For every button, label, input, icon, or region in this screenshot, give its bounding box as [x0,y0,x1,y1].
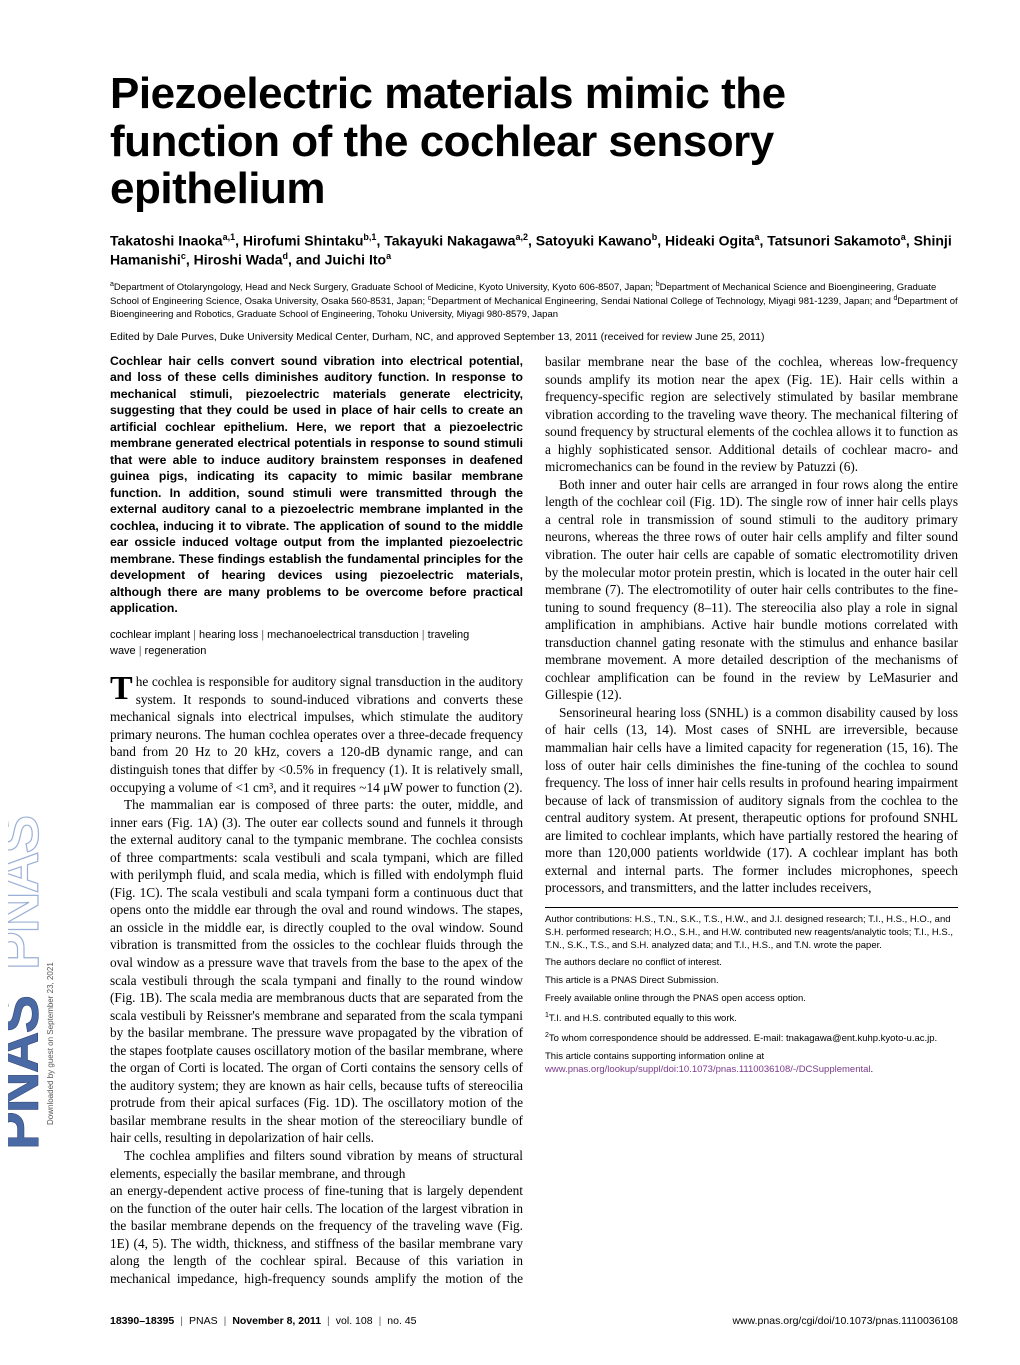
fn-text: T.I. and H.S. contributed equally to thi… [549,1013,737,1024]
fn-text: To whom correspondence should be address… [549,1033,937,1044]
two-column-body: Cochlear hair cells convert sound vibrat… [110,353,958,1303]
keyword: cochlear implant [110,629,190,641]
pnas-logo: PNAS PNAS [8,130,68,1180]
supporting-info: This article contains supporting informa… [545,1051,958,1077]
download-note: Downloaded by guest on September 23, 202… [46,962,55,1125]
submission-type: This article is a PNAS Direct Submission… [545,975,958,988]
footer-no: no. 45 [387,1315,416,1327]
keyword-sep-icon: | [193,629,196,641]
footer-journal: PNAS [189,1315,218,1327]
footer-sep-icon: | [224,1315,227,1327]
keyword-sep-icon: | [422,629,425,641]
keywords: cochlear implant|hearing loss|mechanoele… [110,628,523,659]
svg-text:PNAS: PNAS [8,817,51,970]
footer-sep-icon: | [327,1315,330,1327]
body-paragraph: The mammalian ear is composed of three p… [110,796,523,1147]
body-paragraph: Sensorineural hearing loss (SNHL) is a c… [545,704,958,897]
footer-sep-icon: | [180,1315,183,1327]
dropcap: T [110,673,136,703]
body-paragraph: The cochlea amplifies and filters sound … [110,1147,523,1182]
equal-contrib: 1T.I. and H.S. contributed equally to th… [545,1011,958,1026]
footer-date: November 8, 2011 [232,1315,321,1327]
footer-sep-icon: | [379,1315,382,1327]
authors-line: Takatoshi Inaokaa,1, Hirofumi Shintakub,… [110,231,958,270]
footer-vol: vol. 108 [336,1315,373,1327]
keyword: hearing loss [199,629,258,641]
footer-left: 18390–18395 | PNAS | November 8, 2011 | vol. 1… [110,1315,417,1327]
footnotes: Author contributions: H.S., T.N., S.K., … [545,914,958,1076]
footer-pages: 18390–18395 [110,1315,174,1327]
keyword-sep-icon: | [261,629,264,641]
abstract: Cochlear hair cells convert sound vibrat… [110,353,523,617]
svg-text:PNAS: PNAS [8,997,51,1150]
fn-text: . [871,1064,874,1075]
footnotes-hr [545,907,958,908]
page-footer: 18390–18395 | PNAS | November 8, 2011 | vol. 1… [110,1315,958,1327]
article-title: Piezoelectric materials mimic the functi… [110,70,958,213]
keyword-sep-icon: | [139,645,142,657]
page: PNAS PNAS Downloaded by guest on Septemb… [0,0,1020,1365]
conflict-statement: The authors declare no conflict of inter… [545,957,958,970]
open-access: Freely available online through the PNAS… [545,993,958,1006]
keyword: regeneration [145,645,207,657]
correspondence: 2To whom correspondence should be addres… [545,1031,958,1046]
fn-text: This article contains supporting informa… [545,1051,764,1062]
body-paragraph-text: he cochlea is responsible for auditory s… [110,674,523,794]
body-paragraph: The cochlea is responsible for auditory … [110,673,523,796]
edited-by: Edited by Dale Purves, Duke University M… [110,331,958,343]
author-contributions: Author contributions: H.S., T.N., S.K., … [545,914,958,952]
keyword: mechanoelectrical transduction [267,629,419,641]
footer-doi: www.pnas.org/cgi/doi/10.1073/pnas.111003… [732,1315,958,1327]
supporting-link[interactable]: www.pnas.org/lookup/suppl/doi:10.1073/pn… [545,1064,871,1075]
affiliations: aDepartment of Otolaryngology, Head and … [110,280,958,321]
body-paragraph: Both inner and outer hair cells are arra… [545,476,958,704]
